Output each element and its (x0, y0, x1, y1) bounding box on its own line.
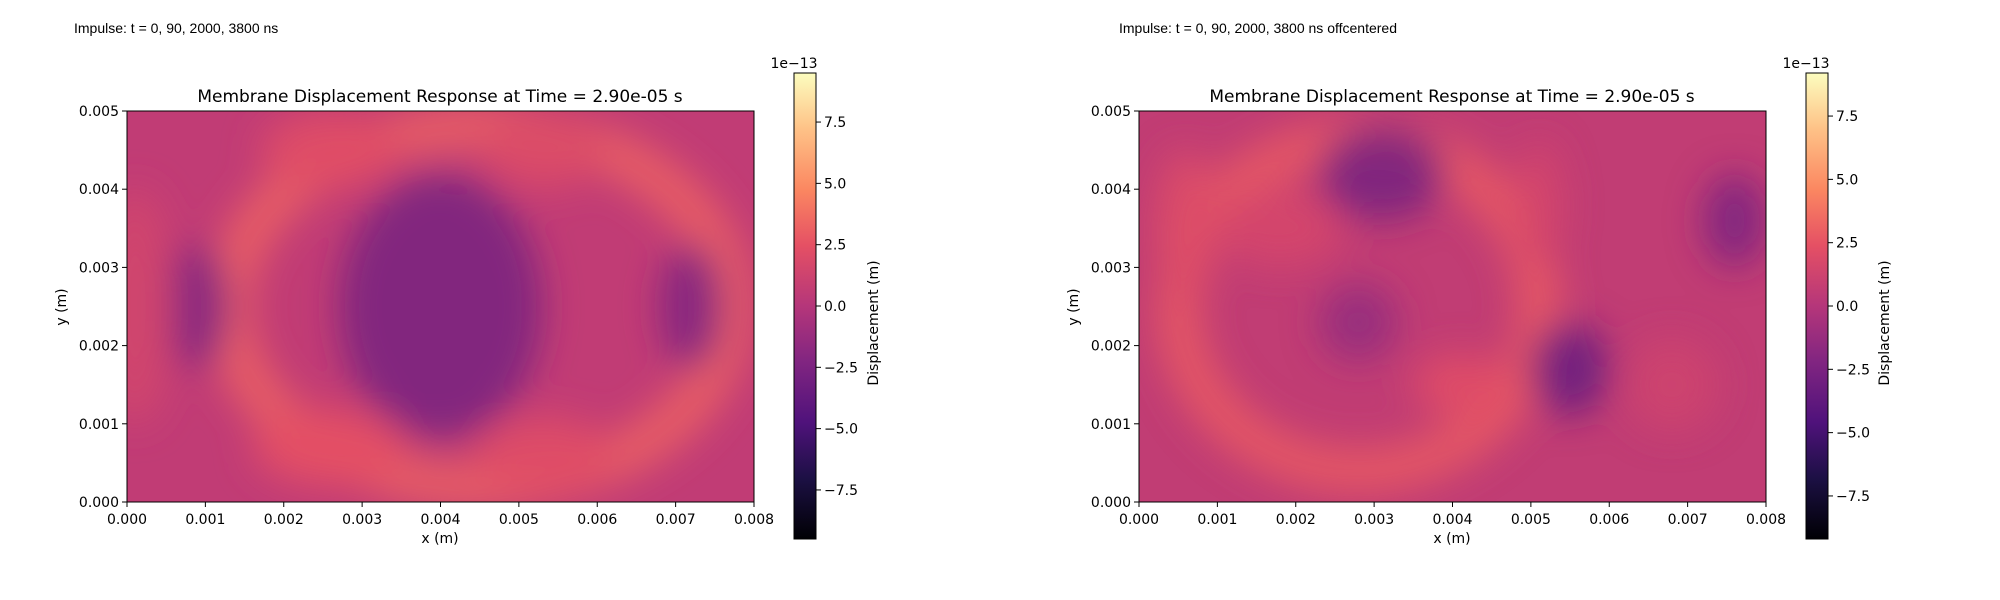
heatmap-field (127, 111, 754, 502)
x-tick-label: 0.005 (1511, 512, 1551, 528)
y-tick-label: 0.002 (1091, 339, 1131, 355)
y-tick-label: 0.005 (1091, 104, 1131, 120)
x-tick-label: 0.002 (1276, 512, 1316, 528)
y-axis-label: y (m) (1066, 288, 1082, 325)
colorbar-tick-label: −2.5 (824, 360, 858, 376)
chart-panel-right: Membrane Displacement Response at Time =… (1066, 56, 1893, 547)
heatmap-trough (1530, 322, 1610, 416)
x-tick-label: 0.002 (264, 512, 304, 528)
x-tick-label: 0.007 (1668, 512, 1708, 528)
colorbar-tick-label: 2.5 (1836, 236, 1858, 252)
colorbar-tick-label: 7.5 (1836, 109, 1858, 125)
y-tick-label: 0.001 (79, 417, 119, 433)
heatmap-peak (260, 111, 402, 190)
heatmap-peak (471, 415, 613, 495)
y-tick-label: 0.001 (1091, 417, 1131, 433)
colorbar-label: Displacement (m) (866, 260, 882, 385)
colorbar-tick-label: 2.5 (824, 238, 846, 254)
heatmap-field (1139, 111, 1766, 502)
heatmap-trough (659, 243, 723, 370)
heatmap-trough (338, 173, 543, 440)
colorbar-tick-label: 0.0 (1836, 299, 1858, 315)
y-tick-label: 0.000 (1091, 495, 1131, 511)
colorbar-label: Displacement (m) (1877, 260, 1893, 385)
x-tick-label: 0.008 (734, 512, 774, 528)
x-tick-label: 0.004 (420, 512, 460, 528)
x-tick-label: 0.001 (185, 512, 225, 528)
colorbar-tick-label: 0.0 (824, 299, 846, 315)
x-tick-label: 0.004 (1432, 512, 1472, 528)
x-axis-label: x (m) (421, 531, 458, 547)
heatmap-peak (479, 111, 606, 190)
x-tick-label: 0.000 (107, 512, 147, 528)
y-tick-label: 0.004 (1091, 182, 1131, 198)
heatmap-peak (1217, 189, 1343, 268)
y-tick-label: 0.005 (79, 104, 119, 120)
colorbar-tick-label: −5.0 (824, 422, 858, 438)
x-tick-label: 0.000 (1119, 512, 1159, 528)
colorbar-tick-label: 5.0 (824, 176, 846, 192)
x-axis-label: x (m) (1433, 531, 1470, 547)
heatmap-trough (1319, 283, 1398, 362)
chart-title: Membrane Displacement Response at Time =… (1209, 87, 1694, 107)
colorbar-tick-label: −2.5 (1836, 362, 1870, 378)
x-tick-label: 0.006 (577, 512, 617, 528)
x-tick-label: 0.003 (1354, 512, 1394, 528)
heatmap-peak (252, 408, 410, 487)
y-tick-label: 0.003 (1091, 260, 1131, 276)
colorbar-tick-label: −7.5 (824, 483, 858, 499)
x-tick-label: 0.007 (656, 512, 696, 528)
panel-1-caption: Impulse: t = 0, 90, 2000, 3800 ns (74, 20, 279, 36)
y-tick-label: 0.000 (79, 495, 119, 511)
x-tick-label: 0.003 (342, 512, 382, 528)
panel-2-caption: Impulse: t = 0, 90, 2000, 3800 ns offcen… (1119, 20, 1397, 36)
x-tick-label: 0.008 (1746, 512, 1786, 528)
x-tick-label: 0.006 (1589, 512, 1629, 528)
x-tick-label: 0.001 (1197, 512, 1237, 528)
colorbar (1805, 72, 1829, 540)
colorbar-tick-label: 5.0 (1836, 172, 1858, 188)
colorbar-exponent: 1e−13 (1782, 56, 1829, 72)
heatmap-trough (166, 243, 229, 370)
heatmap-trough (1319, 126, 1445, 221)
heatmap-peak (1154, 150, 1218, 307)
heatmap-trough (1703, 173, 1766, 268)
colorbar-tick-label: −7.5 (1836, 489, 1870, 505)
y-tick-label: 0.003 (79, 260, 119, 276)
colorbar-exponent: 1e−13 (770, 56, 817, 72)
colorbar-tick-label: 7.5 (824, 115, 846, 131)
heatmap-peak (1624, 337, 1719, 432)
y-tick-label: 0.002 (79, 339, 119, 355)
heatmap-blobs (127, 111, 754, 502)
y-axis-label: y (m) (54, 288, 70, 325)
y-tick-label: 0.004 (79, 182, 119, 198)
colorbar (793, 72, 817, 540)
chart-panel-left: Membrane Displacement Response at Time =… (54, 56, 882, 547)
heatmap-peak (1515, 142, 1563, 268)
colorbar-tick-label: −5.0 (1836, 426, 1870, 442)
heatmap-blobs (1154, 119, 1766, 494)
heatmap-peak (1413, 353, 1508, 416)
chart-title: Membrane Displacement Response at Time =… (197, 87, 682, 107)
heatmap-peak (127, 189, 175, 424)
x-tick-label: 0.005 (499, 512, 539, 528)
